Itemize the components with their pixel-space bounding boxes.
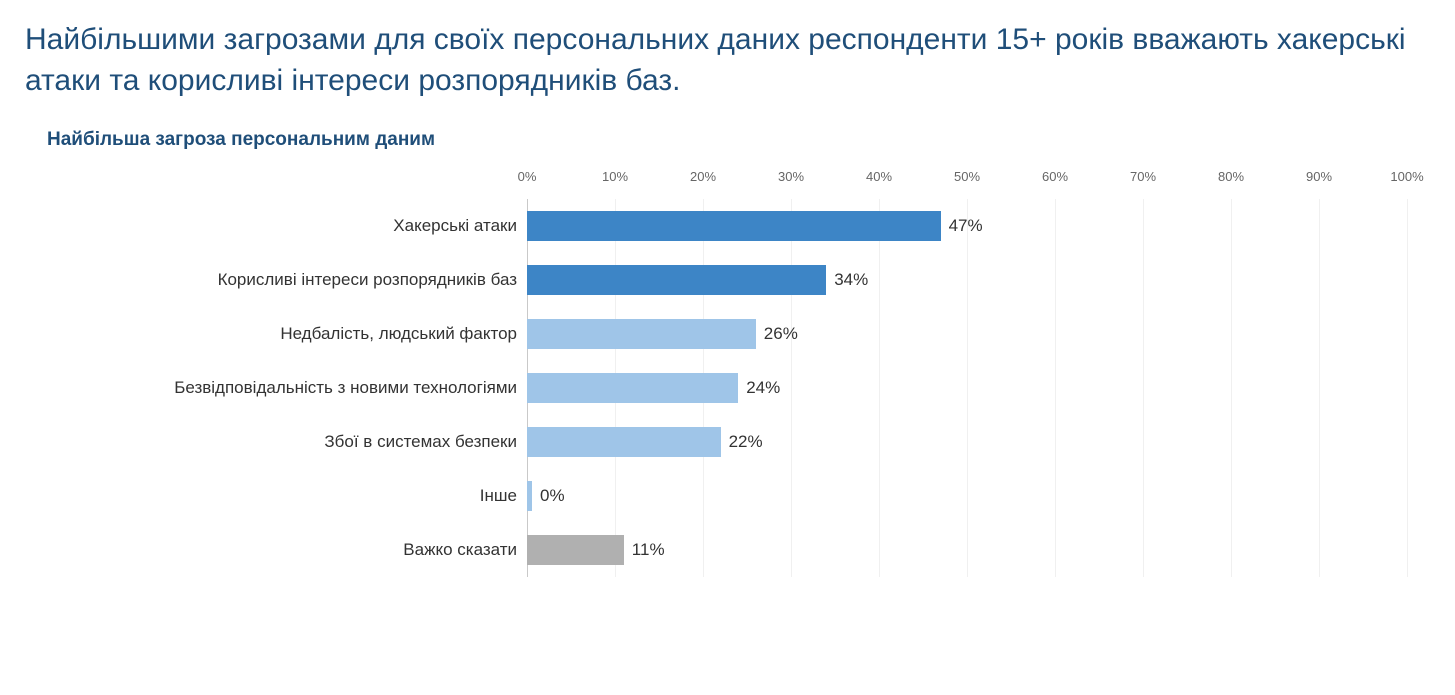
x-tick: 0% [518,169,537,184]
category-label: Безвідповідальність з новими технологіям… [47,378,527,398]
x-tick: 90% [1306,169,1332,184]
chart-row: Недбалість, людський фактор 26% [47,307,1430,361]
value-label: 26% [764,324,798,344]
category-label: Недбалість, людський фактор [47,324,527,344]
bar [527,535,624,565]
bar [527,319,756,349]
x-tick: 50% [954,169,980,184]
x-axis: 0% 10% 20% 30% 40% 50% 60% 70% 80% 90% 100% [47,169,1430,199]
category-label: Інше [47,486,527,506]
chart-row: Збої в системах безпеки 22% [47,415,1430,469]
value-label: 11% [632,540,665,560]
bar [527,265,826,295]
chart-row: Хакерські атаки 47% [47,199,1430,253]
x-tick: 60% [1042,169,1068,184]
x-tick: 100% [1390,169,1423,184]
value-label: 0% [540,486,565,506]
x-tick: 40% [866,169,892,184]
chart-row: Важко сказати 11% [47,523,1430,577]
value-label: 34% [834,270,868,290]
category-label: Збої в системах безпеки [47,432,527,452]
page-title: Найбільшими загрозами для своїх персонал… [25,20,1430,101]
x-tick: 70% [1130,169,1156,184]
value-label: 47% [949,216,983,236]
value-label: 22% [729,432,763,452]
chart-title: Найбільша загроза персональним даним [47,129,1430,151]
x-tick: 80% [1218,169,1244,184]
category-label: Корисливі інтереси розпорядників баз [47,270,527,290]
chart-row: Корисливі інтереси розпорядників баз 34% [47,253,1430,307]
bar [527,211,941,241]
category-label: Хакерські атаки [47,216,527,236]
x-tick: 10% [602,169,628,184]
bar [527,373,738,403]
category-label: Важко сказати [47,540,527,560]
chart-row: Інше 0% [47,469,1430,523]
bar-chart: 0% 10% 20% 30% 40% 50% 60% 70% 80% 90% 100% Хакерс… [47,169,1430,577]
x-tick: 30% [778,169,804,184]
bar [527,427,721,457]
value-label: 24% [746,378,780,398]
x-tick: 20% [690,169,716,184]
bar [527,481,532,511]
chart-row: Безвідповідальність з новими технологіям… [47,361,1430,415]
